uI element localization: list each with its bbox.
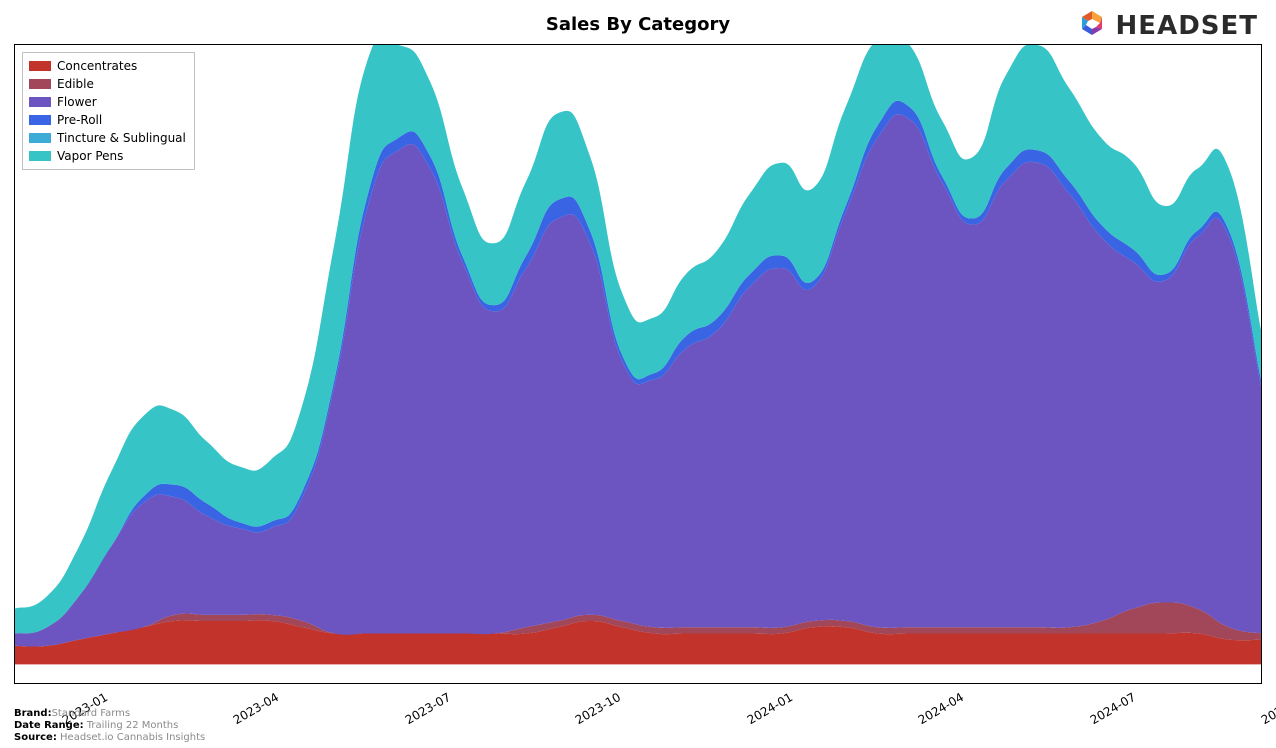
footer-brand-label: Brand:	[14, 708, 52, 719]
legend-label: Tincture & Sublingual	[57, 129, 186, 147]
x-tick-label: 2024-01	[745, 690, 795, 727]
x-tick-label: 2023-10	[573, 690, 623, 727]
legend-label: Vapor Pens	[57, 147, 123, 165]
legend-swatch	[29, 61, 51, 71]
x-tick-label: 2024-04	[916, 690, 966, 727]
logo-icon	[1076, 8, 1108, 44]
brand-logo: HEADSET	[1076, 8, 1258, 44]
x-tick-label: 2024-07	[1088, 690, 1138, 727]
legend: ConcentratesEdibleFlowerPre-RollTincture…	[22, 52, 195, 170]
footer-date-value: Trailing 22 Months	[87, 720, 179, 731]
footer-brand-value: Standard Farms	[52, 708, 131, 719]
legend-swatch	[29, 151, 51, 161]
legend-label: Pre-Roll	[57, 111, 102, 129]
logo-text: HEADSET	[1116, 11, 1258, 41]
area-chart-svg	[15, 45, 1261, 683]
footer-source-label: Source:	[14, 732, 57, 743]
legend-label: Edible	[57, 75, 94, 93]
legend-item: Tincture & Sublingual	[29, 129, 186, 147]
legend-label: Flower	[57, 93, 97, 111]
legend-item: Flower	[29, 93, 186, 111]
legend-swatch	[29, 115, 51, 125]
chart-footer: Brand:Standard Farms Date Range: Trailin…	[14, 708, 205, 744]
x-tick-label: 2024-10	[1258, 690, 1276, 727]
chart-area	[14, 44, 1262, 684]
legend-item: Vapor Pens	[29, 147, 186, 165]
legend-swatch	[29, 133, 51, 143]
legend-swatch	[29, 79, 51, 89]
footer-date-label: Date Range:	[14, 720, 84, 731]
x-tick-label: 2023-04	[231, 690, 281, 727]
footer-source-value: Headset.io Cannabis Insights	[60, 732, 205, 743]
legend-swatch	[29, 97, 51, 107]
legend-label: Concentrates	[57, 57, 137, 75]
legend-item: Edible	[29, 75, 186, 93]
legend-item: Pre-Roll	[29, 111, 186, 129]
legend-item: Concentrates	[29, 57, 186, 75]
x-tick-label: 2023-07	[402, 690, 452, 727]
